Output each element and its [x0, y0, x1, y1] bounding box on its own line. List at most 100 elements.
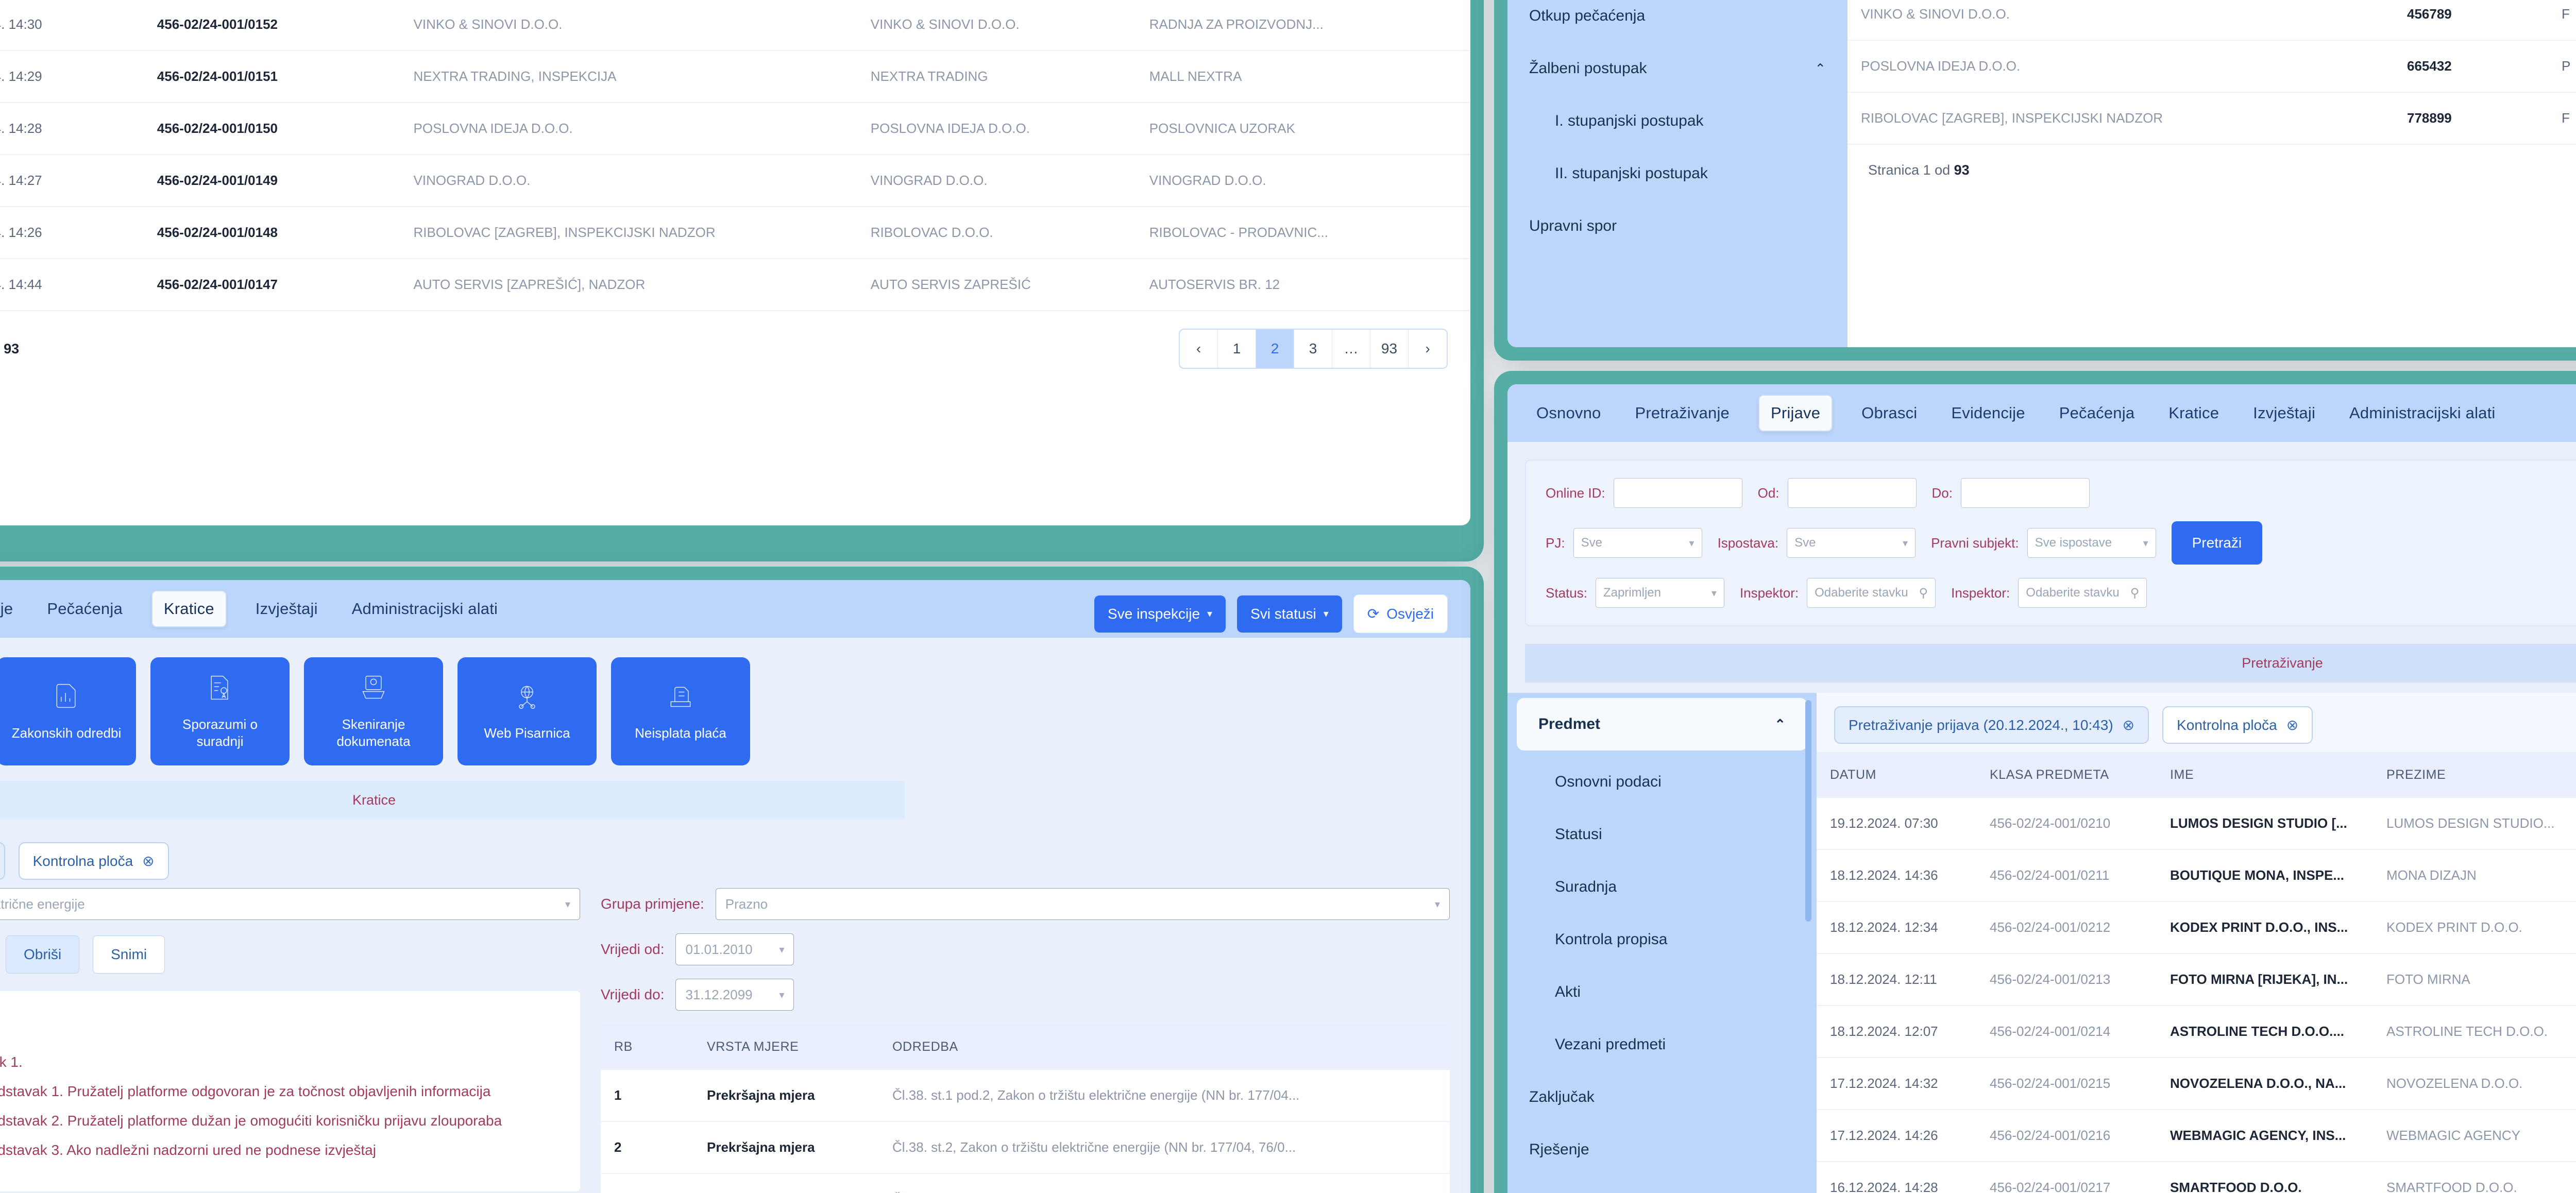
chevron-down-icon: ▾ — [1689, 537, 1694, 549]
breadcrumb-chip[interactable]: Pretraživanje prijava (20.12.2024., 10:4… — [1834, 706, 2149, 744]
chevron-down-icon: ▾ — [1903, 537, 1908, 549]
tab-osnovno[interactable]: Osnovno — [1536, 404, 1601, 422]
sidebar-item-rje-enje[interactable]: Rješenje — [1507, 1123, 1817, 1176]
shortcut-tile-zakonskih-odredbi[interactable]: Zakonskih odredbi — [0, 657, 136, 765]
sidebar-item--albeni-postupak[interactable]: Žalbeni postupak ⌃ — [1507, 42, 1848, 95]
inspektor-label: Inspektor: — [1739, 585, 1799, 601]
pager-page[interactable]: 2 — [1256, 330, 1294, 368]
tab-pe-a-enja[interactable]: Pečaćenja — [2059, 404, 2135, 422]
close-icon[interactable]: ⊗ — [2286, 717, 2299, 733]
sidebar-item-kontrola-propisa[interactable]: Kontrola propisa — [1507, 913, 1817, 966]
legal-editor: on: Zakon o tržištu električne energije … — [0, 888, 1470, 1193]
tab-prijave[interactable]: Prijave — [1758, 395, 1833, 432]
sidebar-item-vezani-predmeti[interactable]: Vezani predmeti — [1507, 1018, 1817, 1071]
filter-inspections-button[interactable]: Sve inspekcije ▾ — [1094, 595, 1226, 633]
tab-administracijski-alati[interactable]: Administracijski alati — [351, 600, 498, 618]
tab-pe-a-enja[interactable]: Pečaćenja — [47, 600, 123, 618]
tab-izvje-taji[interactable]: Izvještaji — [255, 600, 318, 618]
od-input[interactable] — [1787, 478, 1917, 508]
do-input[interactable] — [1961, 478, 2090, 508]
table-row: 18.12.2024. 14:28456-02/24-001/0150POSLO… — [0, 103, 1470, 155]
sidebar-item-upravni-spor[interactable]: Upravni spor — [1507, 200, 1848, 252]
sidebar-item-izvr-enje[interactable]: Izvršenje — [1507, 1176, 1817, 1193]
shortcut-tile-web-pisarnica[interactable]: Web Pisarnica — [457, 657, 597, 765]
pager-page[interactable]: 3 — [1294, 330, 1332, 368]
sidebar-item-statusi[interactable]: Statusi — [1507, 808, 1817, 861]
legal-tree[interactable]: ⋯Članak 33. ⋯▪Stavak 1. ⋯Podstavak 1. Pruž… — [0, 991, 580, 1191]
filter-statuses-button[interactable]: Svi statusi ▾ — [1237, 595, 1342, 633]
tab-pretra-ivanje[interactable]: Pretraživanje — [1635, 404, 1730, 422]
pager-page[interactable]: … — [1332, 330, 1370, 368]
tree-node[interactable]: ⋯Podstavak 2. Pružatelj platforme dužan … — [0, 1112, 557, 1129]
tree-node[interactable]: ⋯Podstavak 1. Pružatelj platforme odgovo… — [0, 1083, 557, 1100]
ispostava-value: Sve — [1794, 536, 1816, 550]
cell-klasa: 456-02/24-001/0152 — [143, 0, 400, 51]
column-header: KLASA PREDMETA — [1976, 752, 2157, 798]
sidebar-item-zaklju-ak[interactable]: Zaključak — [1507, 1071, 1817, 1123]
tab-kratice[interactable]: Kratice — [151, 590, 227, 627]
sidebar-item-akti[interactable]: Akti — [1507, 966, 1817, 1018]
bottom-right-tabs[interactable]: Osnovno Pretraživanje Prijave Obrasci Eviden… — [1531, 395, 2501, 432]
sidebar-item-ii-stupanjski-postupak[interactable]: II. stupanjski postupak — [1507, 147, 1848, 200]
close-icon[interactable]: ⊗ — [142, 853, 155, 869]
vrijedi-od-label: Vrijedi od: — [601, 941, 665, 957]
bottom-left-tabs[interactable]: Evidencije Pečaćenja Kratice Izvještaji Admi… — [0, 590, 503, 627]
legal-button-snimi[interactable]: Snimi — [93, 935, 165, 974]
shortcut-tile-neisplata-pla-a[interactable]: Neisplata plaća — [611, 657, 750, 765]
pj-select[interactable]: Sve ▾ — [1573, 528, 1702, 558]
tab-evidencije[interactable]: Evidencije — [0, 600, 13, 618]
pravni-subjekt-select[interactable]: Sve ispostave ▾ — [2027, 528, 2156, 558]
pager-controls[interactable]: ‹ 1 2 3… 93 › — [1179, 329, 1448, 369]
legal-button-obri-i[interactable]: Obriši — [5, 935, 80, 974]
sidebar-item-predmet[interactable]: Predmet ⌃ — [1517, 698, 1807, 751]
cell-ime: BOUTIQUE MONA, INSPE... — [2157, 849, 2373, 902]
refresh-button[interactable]: ⟳ Osvježi — [1353, 594, 1448, 633]
table-row: 2 Prekršajna mjera Čl.38. st.2, Zakon o tr… — [601, 1121, 1450, 1174]
tree-node[interactable]: ⋯▪Stavak 1. — [0, 1053, 557, 1070]
status-group: Status: Zaprimljen ▾ — [1546, 578, 1724, 608]
pager-next[interactable]: › — [1409, 330, 1447, 368]
tab-izvje-taji[interactable]: Izvještaji — [2253, 404, 2316, 422]
sidebar-item-osnovni-podaci[interactable]: Osnovni podaci — [1507, 756, 1817, 808]
inspektor2-input[interactable]: Odaberite stavku ⚲ — [2018, 578, 2147, 608]
legal-buttons[interactable]: kažiDodajObrišiSnimi — [0, 935, 580, 974]
zakon-select[interactable]: Zakon o tržištu električne energije ▾ — [0, 888, 580, 920]
tree-node[interactable]: ⋯Članak 33. — [0, 1024, 557, 1041]
vrijedi-do-select[interactable]: 31.12.2099 ▾ — [675, 979, 794, 1011]
cell-prezime: LUMOS DESIGN STUDIO... — [2373, 798, 2576, 850]
breadcrumb-chip[interactable]: Kontrolna ploča ⊗ — [2162, 706, 2313, 744]
tab-evidencije[interactable]: Evidencije — [1951, 404, 2025, 422]
status-select[interactable]: Zaprimljen ▾ — [1595, 578, 1724, 608]
bottom-right-content: Pretraživanje prijava (20.12.2024., 10:4… — [1817, 693, 2576, 1193]
breadcrumb-chip[interactable]: onskih odredbi⊗ — [0, 842, 5, 880]
sidebar-item-otkup-pe-a-enja[interactable]: Otkup pečaćenja — [1507, 0, 1848, 42]
bottom-left-chips[interactable]: onskih odredbi⊗ Kontrolna ploča ⊗ — [0, 829, 1470, 888]
pager-page[interactable]: 93 — [1370, 330, 1409, 368]
pravni-subjekt-group: Pravni subjekt: Sve ispostave ▾ — [1931, 528, 2156, 558]
grupa-value: Prazno — [725, 896, 768, 912]
sidebar-item-suradnja[interactable]: Suradnja — [1507, 861, 1817, 913]
sidebar-scrollbar[interactable] — [1805, 700, 1811, 922]
ispostava-select[interactable]: Sve ▾ — [1787, 528, 1916, 558]
pager-prev[interactable]: ‹ — [1180, 330, 1218, 368]
tab-administracijski-alati[interactable]: Administracijski alati — [2349, 404, 2496, 422]
shortcut-tiles[interactable]: Fizičkih osobaZakonskih odredbiSporazumi… — [0, 638, 1470, 765]
cell-datum: 18.12.2024. 12:11 — [1817, 953, 1976, 1006]
close-icon[interactable]: ⊗ — [2122, 717, 2135, 733]
search-button[interactable]: Pretraži — [2171, 521, 2263, 565]
grupa-select[interactable]: Prazno ▾ — [715, 888, 1450, 920]
breadcrumb-chip[interactable]: Kontrolna ploča ⊗ — [18, 842, 169, 880]
tab-obrasci[interactable]: Obrasci — [1861, 404, 1918, 422]
inspektor-input[interactable]: Odaberite stavku ⚲ — [1807, 578, 1936, 608]
cell-ime: ASTROLINE TECH D.O.O.... — [2157, 1005, 2373, 1058]
shortcut-tile-sporazumi-o-suradnji[interactable]: Sporazumi o suradnji — [150, 657, 290, 765]
top-right-footer: Stranica 1 od 93 — [1868, 162, 1970, 178]
online-id-input[interactable] — [1613, 478, 1742, 508]
vrijedi-od-select[interactable]: 01.01.2010 ▾ — [675, 933, 794, 965]
shortcut-tile-skeniranje-dokumenata[interactable]: Skeniranje dokumenata — [304, 657, 443, 765]
pager-page[interactable]: 1 — [1218, 330, 1256, 368]
sidebar-item-i-stupanjski-postupak[interactable]: I. stupanjski postupak — [1507, 95, 1848, 147]
tree-node[interactable]: ⋯Podstavak 3. Ako nadležni nadzorni ured… — [0, 1141, 557, 1158]
bottom-right-chips[interactable]: Pretraživanje prijava (20.12.2024., 10:4… — [1817, 693, 2576, 752]
tab-kratice[interactable]: Kratice — [2168, 404, 2219, 422]
